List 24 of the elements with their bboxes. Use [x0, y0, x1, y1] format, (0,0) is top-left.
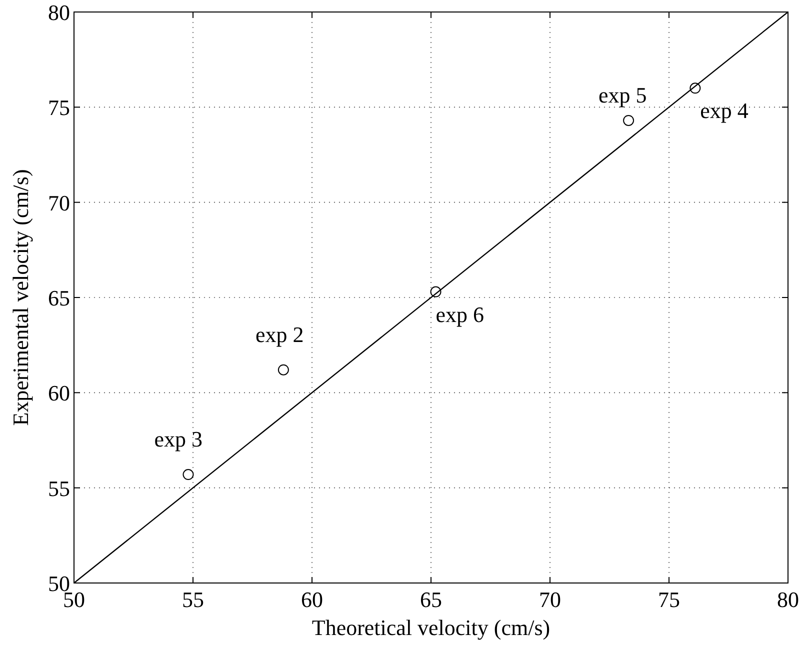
y-tick-label: 65: [48, 286, 70, 310]
x-tick-label: 60: [301, 587, 323, 612]
x-tick-label: 70: [539, 587, 561, 612]
point: [182, 469, 194, 480]
x-tick-label: 55: [182, 587, 204, 612]
y-axis-title: Experimental velocity (cm/s): [8, 169, 33, 426]
annotation: exp 4: [700, 98, 748, 124]
annotation: exp 3: [154, 426, 203, 452]
x-axis-title: Theoretical velocity (cm/s): [312, 615, 550, 640]
point: [278, 364, 289, 376]
x-tick-label: 65: [420, 587, 442, 612]
y-tick-label: 55: [48, 476, 70, 501]
x-tick-label: 75: [658, 587, 680, 612]
annotation: exp 6: [436, 302, 484, 327]
point: [430, 286, 442, 298]
x-tick-label: 80: [777, 587, 799, 612]
point: [623, 114, 634, 126]
annotation: exp 2: [255, 322, 304, 347]
point: [690, 82, 701, 94]
y-tick-label: 70: [48, 190, 70, 216]
annotation: exp 5: [598, 82, 647, 108]
y-tick-label: 80: [48, 0, 70, 25]
y-tick-label: 75: [48, 95, 70, 120]
y-tick-label: 60: [48, 380, 70, 406]
